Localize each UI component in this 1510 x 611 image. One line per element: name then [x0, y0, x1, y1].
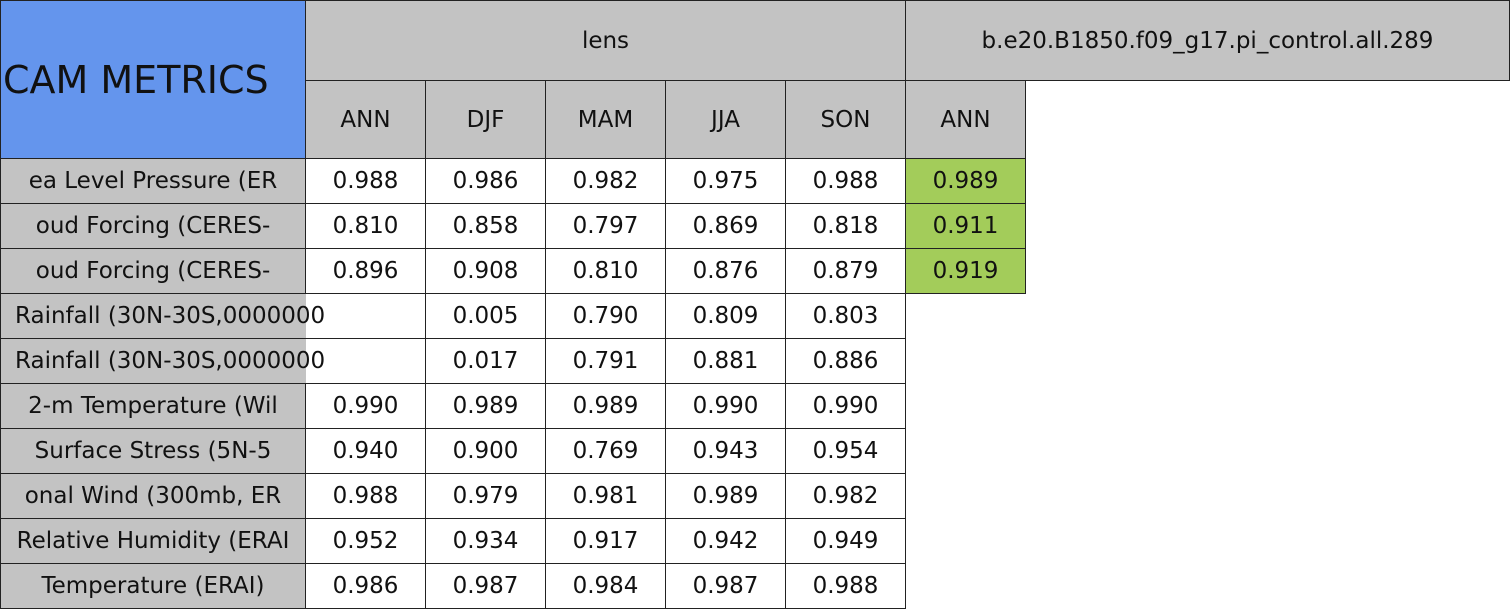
metric-value: 0.954	[785, 428, 906, 474]
metric-value: 0.803	[785, 293, 906, 339]
metric-value: 0.989	[905, 158, 1026, 204]
metric-value: 0.908	[425, 248, 546, 294]
season-header: DJF	[425, 80, 546, 159]
row-label: ea Level Pressure (ER	[0, 158, 306, 204]
metric-value: 0.876	[665, 248, 786, 294]
row-label: Relative Humidity (ERAI	[0, 518, 306, 564]
row-label: Temperature (ERAI)	[0, 563, 306, 609]
season-header: SON	[785, 80, 906, 159]
metric-value: 0.791	[545, 338, 666, 384]
row-label: 2-m Temperature (Wil	[0, 383, 306, 429]
metric-value: 0.988	[305, 473, 426, 519]
season-header: JJA	[665, 80, 786, 159]
metric-value: 0.797	[545, 203, 666, 249]
metric-value: 0.911	[905, 203, 1026, 249]
group-header: lens	[305, 0, 906, 81]
row-label: Rainfall (30N-30S,0000000	[0, 293, 426, 339]
metric-value: 0.940	[305, 428, 426, 474]
metric-value: 0.984	[545, 563, 666, 609]
row-label: Surface Stress (5N-5	[0, 428, 306, 474]
metric-value: 0.989	[545, 383, 666, 429]
metric-value: 0.896	[305, 248, 426, 294]
metric-value: 0.919	[905, 248, 1026, 294]
metric-value: 0.990	[785, 383, 906, 429]
metric-value: 0.769	[545, 428, 666, 474]
metric-value: 0.858	[425, 203, 546, 249]
metric-value: 0.986	[425, 158, 546, 204]
metric-value: 0.810	[545, 248, 666, 294]
metric-value: 0.982	[785, 473, 906, 519]
metric-value: 0.942	[665, 518, 786, 564]
metric-value: 0.988	[305, 158, 426, 204]
metric-value: 0.869	[665, 203, 786, 249]
season-header: ANN	[305, 80, 426, 159]
metric-value: 0.949	[785, 518, 906, 564]
metric-value: 0.943	[665, 428, 786, 474]
season-header: MAM	[545, 80, 666, 159]
metric-value: 0.982	[545, 158, 666, 204]
metric-value: 0.881	[665, 338, 786, 384]
table-title: CAM METRICS	[0, 0, 306, 159]
metric-value: 0.990	[305, 383, 426, 429]
row-label: oud Forcing (CERES-	[0, 203, 306, 249]
metric-value: 0.988	[785, 158, 906, 204]
metric-value: 0.975	[665, 158, 786, 204]
metric-value: 0.979	[425, 473, 546, 519]
metric-value: 0.810	[305, 203, 426, 249]
metric-value: 0.900	[425, 428, 546, 474]
row-label: Rainfall (30N-30S,0000000	[0, 338, 426, 384]
season-header: ANN	[905, 80, 1026, 159]
row-label: oud Forcing (CERES-	[0, 248, 306, 294]
group-header: b.e20.B1850.f09_g17.pi_control.all.289	[905, 0, 1510, 81]
metric-value: 0.005	[425, 293, 546, 339]
metric-value: 0.989	[665, 473, 786, 519]
metric-value: 0.952	[305, 518, 426, 564]
metric-value: 0.886	[785, 338, 906, 384]
row-label: onal Wind (300mb, ER	[0, 473, 306, 519]
metric-value: 0.987	[665, 563, 786, 609]
metric-value: 0.809	[665, 293, 786, 339]
metric-value: 0.989	[425, 383, 546, 429]
metric-value: 0.981	[545, 473, 666, 519]
metric-value: 0.987	[425, 563, 546, 609]
metric-value: 0.017	[425, 338, 546, 384]
metric-value: 0.879	[785, 248, 906, 294]
metric-value: 0.988	[785, 563, 906, 609]
metric-value: 0.986	[305, 563, 426, 609]
metric-value: 0.790	[545, 293, 666, 339]
metric-value: 0.990	[665, 383, 786, 429]
metric-value: 0.818	[785, 203, 906, 249]
metric-value: 0.917	[545, 518, 666, 564]
metric-value: 0.934	[425, 518, 546, 564]
